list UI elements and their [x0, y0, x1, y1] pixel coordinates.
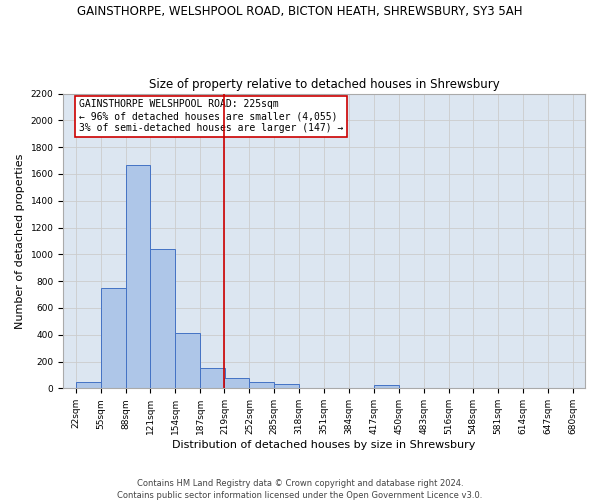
Bar [200, 368, 225, 388]
Bar [101, 288, 125, 388]
Bar [250, 382, 274, 388]
Bar [151, 249, 175, 388]
Y-axis label: Number of detached properties: Number of detached properties [15, 154, 25, 328]
X-axis label: Distribution of detached houses by size in Shrewsbury: Distribution of detached houses by size … [172, 440, 476, 450]
Bar [224, 378, 250, 388]
Bar [125, 164, 151, 388]
Bar [374, 385, 399, 388]
Text: GAINSTHORPE WELSHPOOL ROAD: 225sqm
← 96% of detached houses are smaller (4,055)
: GAINSTHORPE WELSHPOOL ROAD: 225sqm ← 96%… [79, 100, 343, 132]
Title: Size of property relative to detached houses in Shrewsbury: Size of property relative to detached ho… [149, 78, 500, 91]
Text: Contains HM Land Registry data © Crown copyright and database right 2024.
Contai: Contains HM Land Registry data © Crown c… [118, 478, 482, 500]
Bar [274, 384, 299, 388]
Bar [175, 334, 200, 388]
Text: GAINSTHORPE, WELSHPOOL ROAD, BICTON HEATH, SHREWSBURY, SY3 5AH: GAINSTHORPE, WELSHPOOL ROAD, BICTON HEAT… [77, 5, 523, 18]
Bar [76, 382, 101, 388]
